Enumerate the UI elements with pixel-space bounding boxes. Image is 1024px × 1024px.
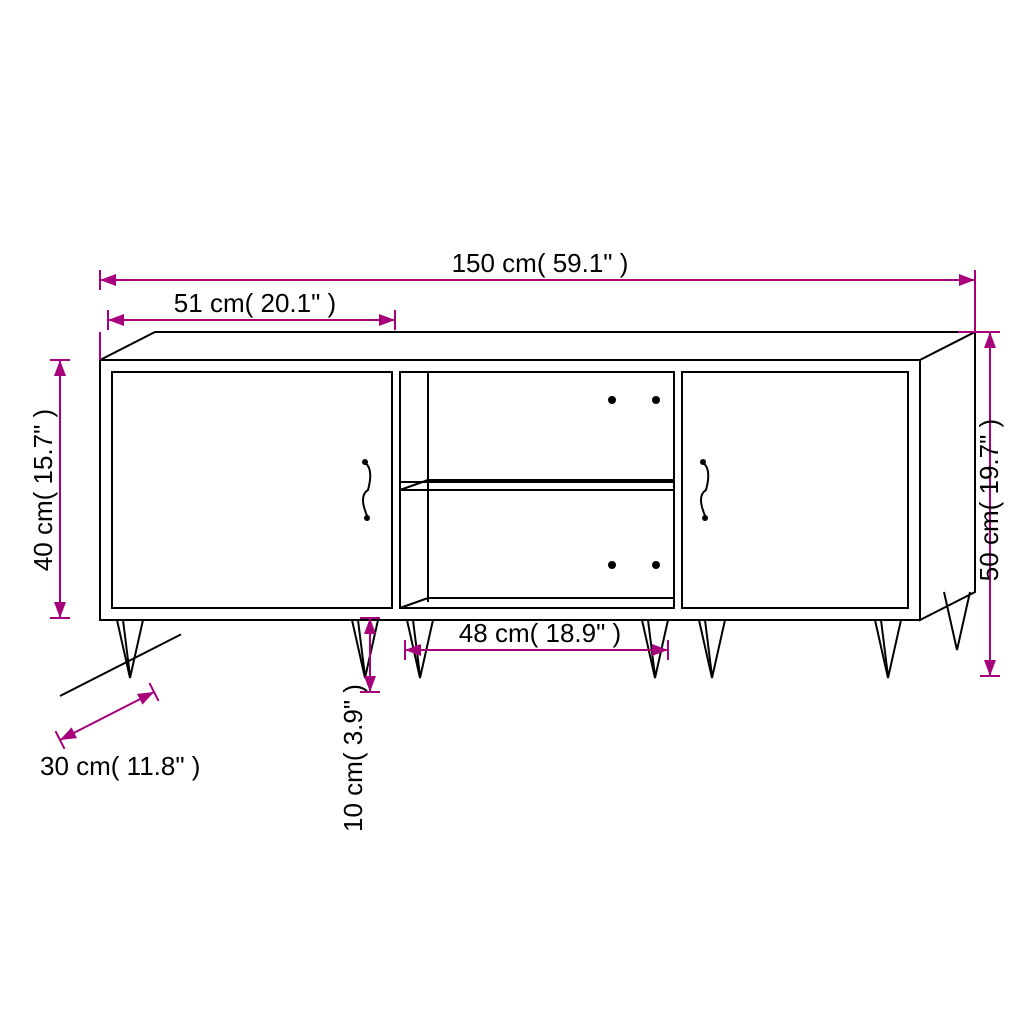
dim-height_total: 50 cm( 19.7" ) xyxy=(974,332,1004,676)
dim-height_front: 40 cm( 15.7" ) xyxy=(28,360,60,618)
dim-depth: 30 cm( 11.8" ) xyxy=(40,683,200,781)
dim-width_total: 150 cm( 59.1" ) xyxy=(100,248,975,280)
dim-leg_height: 10 cm( 3.9" ) xyxy=(338,618,370,832)
dim-label-depth: 30 cm( 11.8" ) xyxy=(40,751,200,781)
dim-label-height_front: 40 cm( 15.7" ) xyxy=(28,409,58,571)
left-door xyxy=(112,372,392,608)
dim-label-leg_height: 10 cm( 3.9" ) xyxy=(338,684,368,832)
dim-shelf_width: 48 cm( 18.9" ) xyxy=(405,618,668,650)
dim-label-width_total: 150 cm( 59.1" ) xyxy=(452,248,629,278)
dim-label-height_total: 50 cm( 19.7" ) xyxy=(974,419,1004,581)
right-door xyxy=(682,372,908,608)
dim-label-door_width: 51 cm( 20.1" ) xyxy=(174,288,336,318)
dim-label-shelf_width: 48 cm( 18.9" ) xyxy=(459,618,621,648)
dim-door_width: 51 cm( 20.1" ) xyxy=(108,288,395,320)
